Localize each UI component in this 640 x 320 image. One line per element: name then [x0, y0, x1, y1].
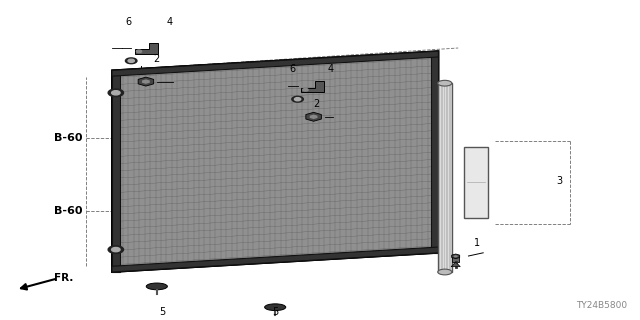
- Polygon shape: [112, 51, 438, 272]
- Polygon shape: [112, 247, 438, 272]
- Polygon shape: [431, 51, 438, 253]
- Text: TY24B5800: TY24B5800: [576, 301, 627, 310]
- Ellipse shape: [438, 80, 452, 86]
- Text: 6: 6: [125, 17, 132, 28]
- Polygon shape: [142, 79, 150, 84]
- Text: B-60: B-60: [54, 206, 83, 216]
- Text: 2: 2: [314, 99, 320, 109]
- Circle shape: [108, 246, 124, 253]
- Circle shape: [303, 88, 308, 91]
- Text: 5: 5: [273, 307, 279, 317]
- Circle shape: [292, 96, 303, 102]
- Polygon shape: [452, 254, 460, 259]
- Text: 2: 2: [154, 54, 160, 64]
- Bar: [464, 147, 488, 218]
- Text: B-60: B-60: [54, 132, 83, 143]
- Polygon shape: [306, 112, 321, 121]
- Circle shape: [125, 58, 137, 64]
- Text: 5: 5: [159, 307, 165, 317]
- Text: 4: 4: [328, 64, 334, 74]
- Polygon shape: [138, 77, 154, 86]
- Polygon shape: [451, 262, 460, 267]
- Polygon shape: [301, 81, 324, 92]
- Ellipse shape: [438, 269, 452, 275]
- Circle shape: [136, 50, 141, 53]
- Circle shape: [108, 89, 124, 97]
- Ellipse shape: [265, 304, 285, 310]
- Circle shape: [128, 59, 134, 62]
- Text: 6: 6: [289, 64, 296, 74]
- Polygon shape: [135, 43, 157, 53]
- Polygon shape: [112, 70, 120, 272]
- Text: 1: 1: [474, 238, 480, 248]
- Text: FR.: FR.: [54, 273, 74, 284]
- Circle shape: [294, 98, 301, 101]
- Circle shape: [111, 91, 120, 95]
- Ellipse shape: [147, 283, 168, 290]
- Text: 4: 4: [166, 17, 173, 28]
- Polygon shape: [310, 115, 317, 119]
- Bar: [438, 83, 452, 272]
- Polygon shape: [454, 255, 458, 258]
- Polygon shape: [112, 51, 438, 76]
- Circle shape: [111, 247, 120, 252]
- Bar: [452, 256, 459, 262]
- Text: 3: 3: [557, 176, 563, 186]
